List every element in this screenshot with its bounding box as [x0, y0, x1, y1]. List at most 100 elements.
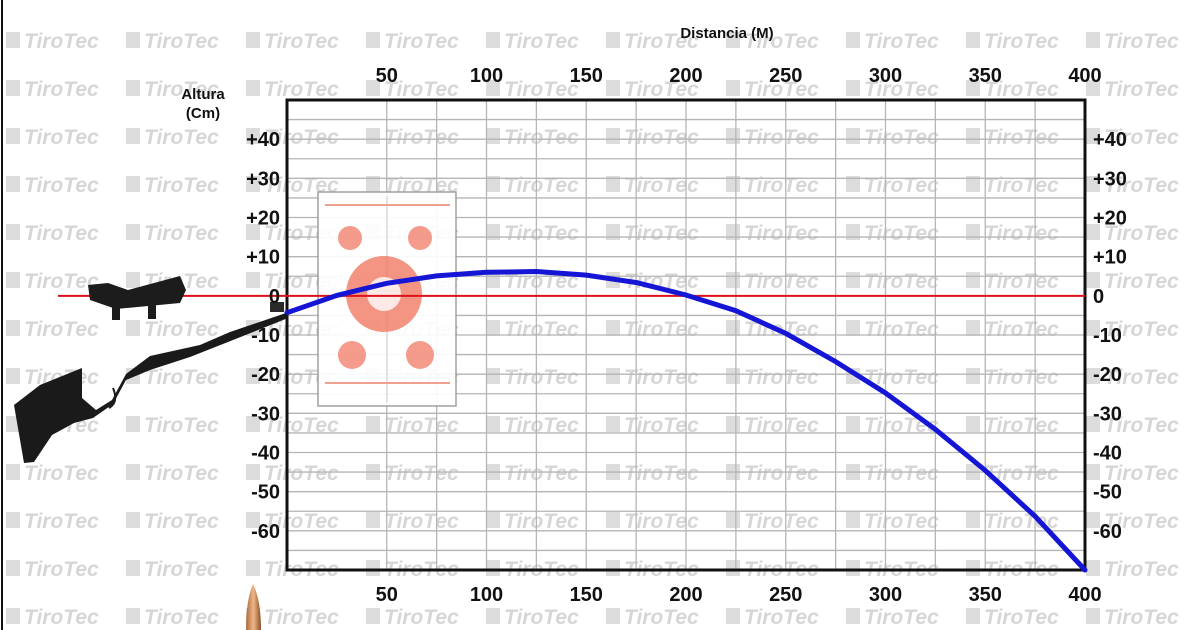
watermark-logo-icon: [726, 368, 740, 384]
watermark-logo-icon: [6, 224, 20, 240]
paper-target-image: [317, 191, 457, 407]
watermark-logo-icon: [846, 224, 860, 240]
watermark-logo-icon: [366, 416, 380, 432]
watermark-text: TiroTec: [24, 510, 99, 533]
x-tick-label-top: 50: [376, 65, 398, 87]
watermark-text: TiroTec: [264, 510, 339, 533]
watermark-text: TiroTec: [264, 462, 339, 485]
watermark-text: TiroTec: [144, 174, 219, 197]
watermark-logo-icon: [246, 512, 260, 528]
watermark-text: TiroTec: [504, 174, 579, 197]
watermark-logo-icon: [126, 320, 140, 336]
watermark-logo-icon: [126, 416, 140, 432]
watermark-text: TiroTec: [984, 510, 1059, 533]
watermark-text: TiroTec: [984, 174, 1059, 197]
x-tick-labels-top: 50 100 150 200 250 300 350 400: [376, 65, 1102, 87]
x-tick-label-top: 400: [1068, 65, 1101, 87]
watermark-logo-icon: [606, 80, 620, 96]
watermark-text: TiroTec: [984, 318, 1059, 341]
watermark-text: TiroTec: [1104, 414, 1179, 437]
watermark-logo-icon: [966, 80, 980, 96]
watermark-logo-icon: [1086, 368, 1100, 384]
watermark-logo-icon: [366, 176, 380, 192]
watermark-text: TiroTec: [744, 366, 819, 389]
watermark-logo-icon: [726, 32, 740, 48]
y-tick-label-right: -60: [1093, 521, 1122, 543]
watermark-text: TiroTec: [744, 606, 819, 629]
watermark-logo-icon: [846, 176, 860, 192]
x-tick-label-bottom: 100: [470, 584, 503, 606]
watermark-text: TiroTec: [864, 462, 939, 485]
watermark-logo-icon: [366, 80, 380, 96]
watermark-text: TiroTec: [864, 174, 939, 197]
watermark-text: TiroTec: [624, 30, 699, 53]
watermark-text: TiroTec: [504, 510, 579, 533]
watermark-logo-icon: [726, 80, 740, 96]
watermark-logo-icon: [6, 464, 20, 480]
watermark-logo-icon: [966, 416, 980, 432]
watermark-text: TiroTec: [984, 222, 1059, 245]
rifle-icon: [14, 276, 288, 463]
watermark-logo-icon: [126, 176, 140, 192]
y-axis-title-line1: Altura: [181, 86, 225, 103]
watermark-text: TiroTec: [744, 174, 819, 197]
y-tick-label-left: +20: [246, 208, 280, 230]
watermark-logo-icon: [6, 128, 20, 144]
watermark-text: TiroTec: [1104, 174, 1179, 197]
watermark-logo-icon: [486, 128, 500, 144]
watermark-text: TiroTec: [264, 126, 339, 149]
watermark-logo-icon: [246, 176, 260, 192]
y-tick-label-left: 0: [269, 286, 280, 308]
watermark-logo-icon: [1086, 512, 1100, 528]
watermark-logo-icon: [6, 512, 20, 528]
watermark-text: TiroTec: [864, 126, 939, 149]
watermark-logo-icon: [1086, 320, 1100, 336]
watermark-text: TiroTec: [744, 126, 819, 149]
watermark-text: TiroTec: [384, 414, 459, 437]
y-tick-label-left: -10: [251, 325, 280, 347]
watermark-logo-icon: [486, 368, 500, 384]
watermark-text: TiroTec: [864, 78, 939, 101]
watermark-text: TiroTec: [744, 270, 819, 293]
watermark-text: TiroTec: [1104, 558, 1179, 581]
watermark-text: TiroTec: [144, 558, 219, 581]
watermark-logo-icon: [966, 320, 980, 336]
watermark-logo-icon: [1086, 128, 1100, 144]
watermark-logo-icon: [846, 416, 860, 432]
y-tick-label-right: +40: [1093, 129, 1127, 151]
x-tick-label-top: 350: [969, 65, 1002, 87]
watermark-text: TiroTec: [24, 174, 99, 197]
watermark-text: TiroTec: [504, 462, 579, 485]
watermark-logo-icon: [606, 608, 620, 624]
watermark-logo-icon: [486, 608, 500, 624]
watermark-logo-icon: [486, 32, 500, 48]
watermark-logo-icon: [606, 368, 620, 384]
watermark-text: TiroTec: [624, 174, 699, 197]
watermark-logo-icon: [726, 608, 740, 624]
watermark-text: TiroTec: [24, 30, 99, 53]
watermark-text: TiroTec: [144, 366, 219, 389]
watermark-text: TiroTec: [984, 270, 1059, 293]
watermark-logo-icon: [966, 272, 980, 288]
watermark-text: TiroTec: [144, 414, 219, 437]
y-tick-label-left: +30: [246, 168, 280, 190]
watermark-logo-icon: [486, 176, 500, 192]
watermark-logo-icon: [6, 368, 20, 384]
watermark-logo-icon: [126, 512, 140, 528]
bullet-trajectory-line: [284, 268, 1088, 573]
watermark-text: TiroTec: [504, 414, 579, 437]
watermark-logo-icon: [846, 32, 860, 48]
y-tick-label-right: +10: [1093, 247, 1127, 269]
watermark-logo-icon: [606, 128, 620, 144]
watermark-text: TiroTec: [24, 318, 99, 341]
y-axis-title-line2: (Cm): [186, 105, 220, 122]
x-tick-labels-bottom: 50 100 150 200 250 300 350 400: [376, 584, 1102, 606]
watermark-logo-icon: [606, 512, 620, 528]
watermark-logo-icon: [486, 560, 500, 576]
watermark-text: TiroTec: [144, 318, 219, 341]
y-tick-label-left: -20: [251, 364, 280, 386]
y-tick-label-left: -60: [251, 521, 280, 543]
watermark-text: TiroTec: [24, 606, 99, 629]
watermark-logo-icon: [726, 272, 740, 288]
watermark-logo-icon: [486, 320, 500, 336]
